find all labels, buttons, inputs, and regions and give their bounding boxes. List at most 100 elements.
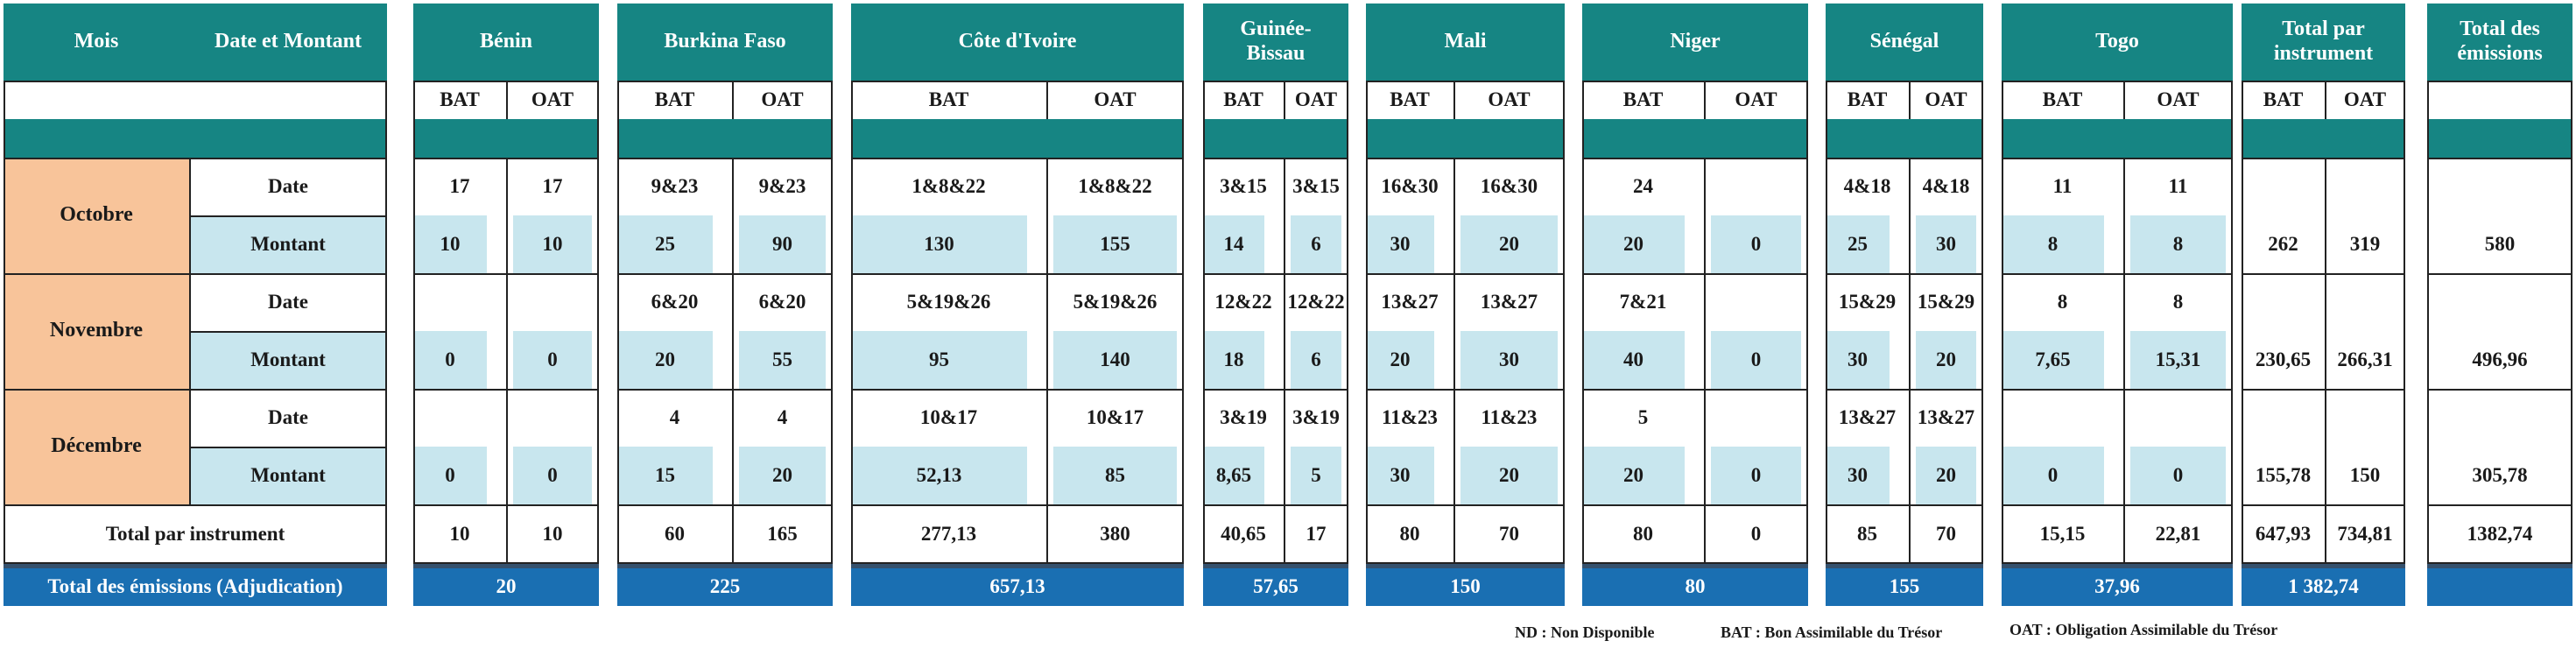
grid-line	[617, 273, 833, 275]
oat-montant: 0	[1711, 215, 1801, 273]
total-emissions-border	[2427, 81, 2572, 564]
left-block-border	[4, 81, 387, 564]
teal-band	[851, 119, 1184, 158]
grid-line	[1284, 81, 1285, 119]
grid-line	[506, 81, 508, 119]
country-header-line: Guinée-	[1240, 18, 1312, 41]
bat-montant: 25	[617, 215, 713, 273]
oat-date	[2123, 389, 2233, 447]
country-block-border	[1366, 81, 1565, 564]
emissions-montant: 305,78	[2427, 447, 2572, 504]
bat-date: 3&19	[1203, 389, 1284, 447]
bat-date: 9&23	[617, 158, 732, 215]
col-bat: BAT	[617, 81, 732, 119]
country-total-emissions: 80	[1582, 564, 1808, 606]
emissions-montant: 580	[2427, 215, 2572, 273]
oat-date: 11&23	[1453, 389, 1565, 447]
col-oat: OAT	[1909, 81, 1983, 119]
bat-montant: 40	[1582, 331, 1685, 389]
bat-montant: 20	[1582, 215, 1685, 273]
grid-line	[1203, 504, 1348, 506]
col-oat: OAT	[506, 81, 599, 119]
oat-montant: 0	[2130, 447, 2226, 504]
grid-line	[617, 504, 833, 506]
col-bat: BAT	[1826, 81, 1909, 119]
oat-total: 165	[732, 504, 833, 564]
bat-date: 13&27	[1366, 273, 1453, 331]
country-header: Côte d'Ivoire	[851, 4, 1184, 81]
grid-line	[2002, 273, 2233, 275]
total-emissions-header: Total des émissions	[2427, 4, 2572, 81]
bat-total: 40,65	[1203, 504, 1284, 564]
oat-montant: 6	[1291, 215, 1341, 273]
col-bat: BAT	[413, 81, 506, 119]
country-total-emissions: 150	[1366, 564, 1565, 606]
col-oat: OAT	[2123, 81, 2233, 119]
teal-band	[1203, 119, 1348, 158]
oat-date: 1&8&22	[1046, 158, 1184, 215]
grid-line	[413, 389, 599, 391]
bat-date: 8	[2002, 273, 2123, 331]
emissions-montant: 496,96	[2427, 331, 2572, 389]
bat-montant-total: 262	[2242, 215, 2325, 273]
oat-date	[1704, 389, 1808, 447]
grid-line	[189, 215, 387, 217]
oat-montant: 10	[513, 215, 592, 273]
bat-date: 16&30	[1366, 158, 1453, 215]
legend-nd: ND : Non Disponible	[1515, 623, 1655, 641]
bat-montant: 30	[1826, 447, 1890, 504]
grid-line	[2427, 273, 2572, 275]
bat-date: 12&22	[1203, 273, 1284, 331]
header-mois: Mois	[4, 4, 189, 81]
oat-total: 70	[1453, 504, 1565, 564]
teal-band	[4, 119, 387, 158]
oat-montant: 20	[1460, 215, 1558, 273]
country-header: Guinée- Bissau	[1203, 4, 1348, 81]
col-oat: OAT	[732, 81, 833, 119]
oat-total: 22,81	[2123, 504, 2233, 564]
country-block-border	[617, 81, 833, 564]
oat-date	[506, 389, 599, 447]
grid-line	[2123, 158, 2125, 564]
grid-line	[2242, 158, 2405, 159]
col-bat: BAT	[851, 81, 1046, 119]
row-label-montant: Montant	[189, 215, 387, 273]
emissions-grand-total: 1382,74	[2427, 504, 2572, 564]
bat-montant: 14	[1203, 215, 1264, 273]
grid-line	[1826, 504, 1983, 506]
col-oat: OAT	[1046, 81, 1184, 119]
oat-montant: 15,31	[2130, 331, 2226, 389]
bat-total: 80	[1366, 504, 1453, 564]
oat-date: 16&30	[1453, 158, 1565, 215]
oat-date: 3&19	[1284, 389, 1348, 447]
col-oat: OAT	[1284, 81, 1348, 119]
oat-montant: 90	[739, 215, 826, 273]
oat-total: 17	[1284, 504, 1348, 564]
grid-line	[732, 158, 734, 564]
bat-montant: 20	[1366, 331, 1434, 389]
country-header: Bénin	[413, 4, 599, 81]
oat-montant: 20	[1460, 447, 1558, 504]
bat-montant: 25	[1826, 215, 1890, 273]
bat-date: 5	[1582, 389, 1704, 447]
oat-montant-total: 150	[2325, 447, 2405, 504]
oat-date: 4&18	[1909, 158, 1983, 215]
grid-line	[1366, 504, 1565, 506]
oat-total: 10	[506, 504, 599, 564]
country-total-emissions: 57,65	[1203, 564, 1348, 606]
bat-date: 5&19&26	[851, 273, 1046, 331]
bat-date: 7&21	[1582, 273, 1704, 331]
oat-montant: 85	[1053, 447, 1177, 504]
grid-line	[1909, 158, 1911, 564]
bat-total: 80	[1582, 504, 1704, 564]
oat-date: 6&20	[732, 273, 833, 331]
grid-line	[1284, 158, 1285, 564]
col-bat: BAT	[2002, 81, 2123, 119]
row-label-date: Date	[189, 158, 387, 215]
bat-montant: 30	[1826, 331, 1890, 389]
oat-montant: 0	[513, 447, 592, 504]
oat-montant: 0	[513, 331, 592, 389]
country-header: Togo	[2002, 4, 2233, 81]
col-bat: BAT	[2242, 81, 2325, 119]
